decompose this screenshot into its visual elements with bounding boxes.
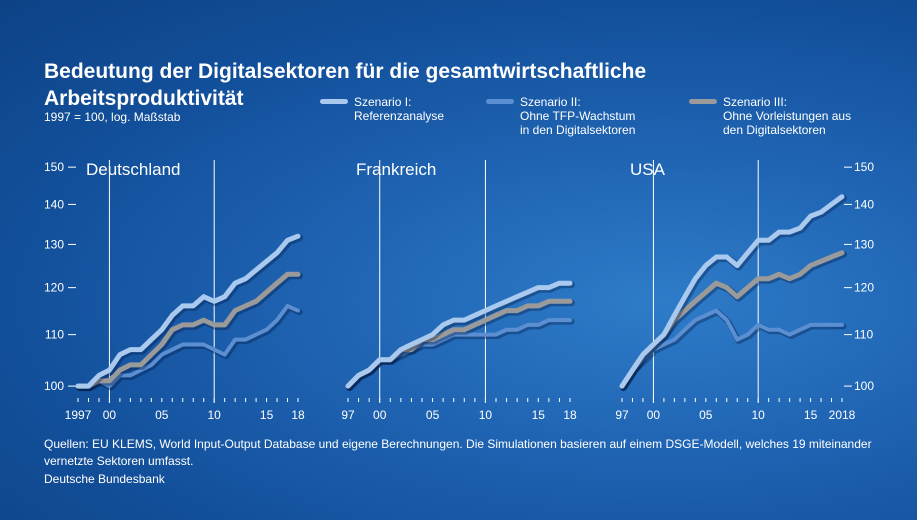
series-line-scenario-2 [620,308,844,389]
y-tick-label: 130 [44,237,64,251]
panel-title: Frankreich [356,160,436,179]
x-tick-label: 15 [804,408,818,422]
chart-panel-frankreich: 97 00 05 10 15 18 Frankreich [341,160,577,422]
panel-title: Deutschland [86,160,181,179]
legend-swatch-scenario-1 [320,99,348,104]
source-organization: Deutsche Bundesbank [44,472,165,486]
source-note: Quellen: EU KLEMS, World Input-Output Da… [44,437,872,468]
chart-title: Bedeutung der Digitalsektoren für die ge… [44,60,647,110]
series-line-scenario-1 [619,194,845,389]
y-tick-label: 110 [854,328,873,342]
x-tick-label: 05 [699,408,713,422]
series-shadow-3 [346,299,575,392]
y-tick-label: 130 [854,237,874,251]
series-shadow-3 [620,250,847,392]
x-tick-label: 00 [103,408,117,422]
series-line-scenario-2 [76,303,300,389]
x-tick-label: 15 [260,408,274,422]
x-tick-label: 97 [341,408,355,422]
chart-panels: 100 110 120 130 140 150 1997 00 05 10 15 18 Deutschl… [44,160,874,422]
legend-label-scenario-1: Szenario I: Referenzanalyse [354,95,445,123]
chart-panel-deutschland: 100 110 120 130 140 150 1997 00 05 10 15 18 Deutschl… [44,160,305,422]
x-tick-label: 00 [647,408,661,422]
legend-swatch-scenario-3 [689,99,717,104]
x-tick-label: 1997 [65,408,92,422]
y-tick-label: 100 [854,379,874,393]
series-line-scenario-1 [75,233,301,389]
series-line-scenario-1 [345,280,573,389]
x-tick-label: 00 [373,408,387,422]
x-tick-label: 18 [291,408,305,422]
x-tick-label: 10 [752,408,766,422]
y-tick-label: 150 [44,160,64,174]
series-line-scenario-3 [75,271,301,389]
y-tick-label: 120 [854,281,874,295]
series-line-scenario-3 [345,298,573,389]
chart-subtitle: 1997 = 100, log. Maßstab [44,110,181,124]
panel-title: USA [630,160,666,179]
x-tick-label: 10 [208,408,222,422]
legend-label-scenario-3: Szenario III: Ohne Vorleistungen aus den D… [723,95,852,137]
x-tick-label: 18 [563,408,577,422]
x-tick-label: 05 [155,408,169,422]
x-tick-label: 15 [532,408,546,422]
chart-panel-usa: 100 110 120 130 140 150 97 00 05 10 15 2018 USA [615,160,874,422]
x-tick-label: 10 [479,408,493,422]
y-tick-label: 140 [44,197,64,211]
legend-label-scenario-2: Szenario II: Ohne TFP-Wachstum in den Digi… [520,95,636,137]
legend-swatch-scenario-2 [486,99,514,104]
y-tick-label: 100 [44,379,64,393]
x-tick-label: 05 [426,408,440,422]
y-tick-label: 110 [45,328,64,342]
x-tick-label: 2018 [829,408,856,422]
y-tick-label: 140 [854,197,874,211]
y-tick-label: 120 [44,281,64,295]
x-tick-label: 97 [615,408,629,422]
y-tick-label: 150 [854,160,874,174]
